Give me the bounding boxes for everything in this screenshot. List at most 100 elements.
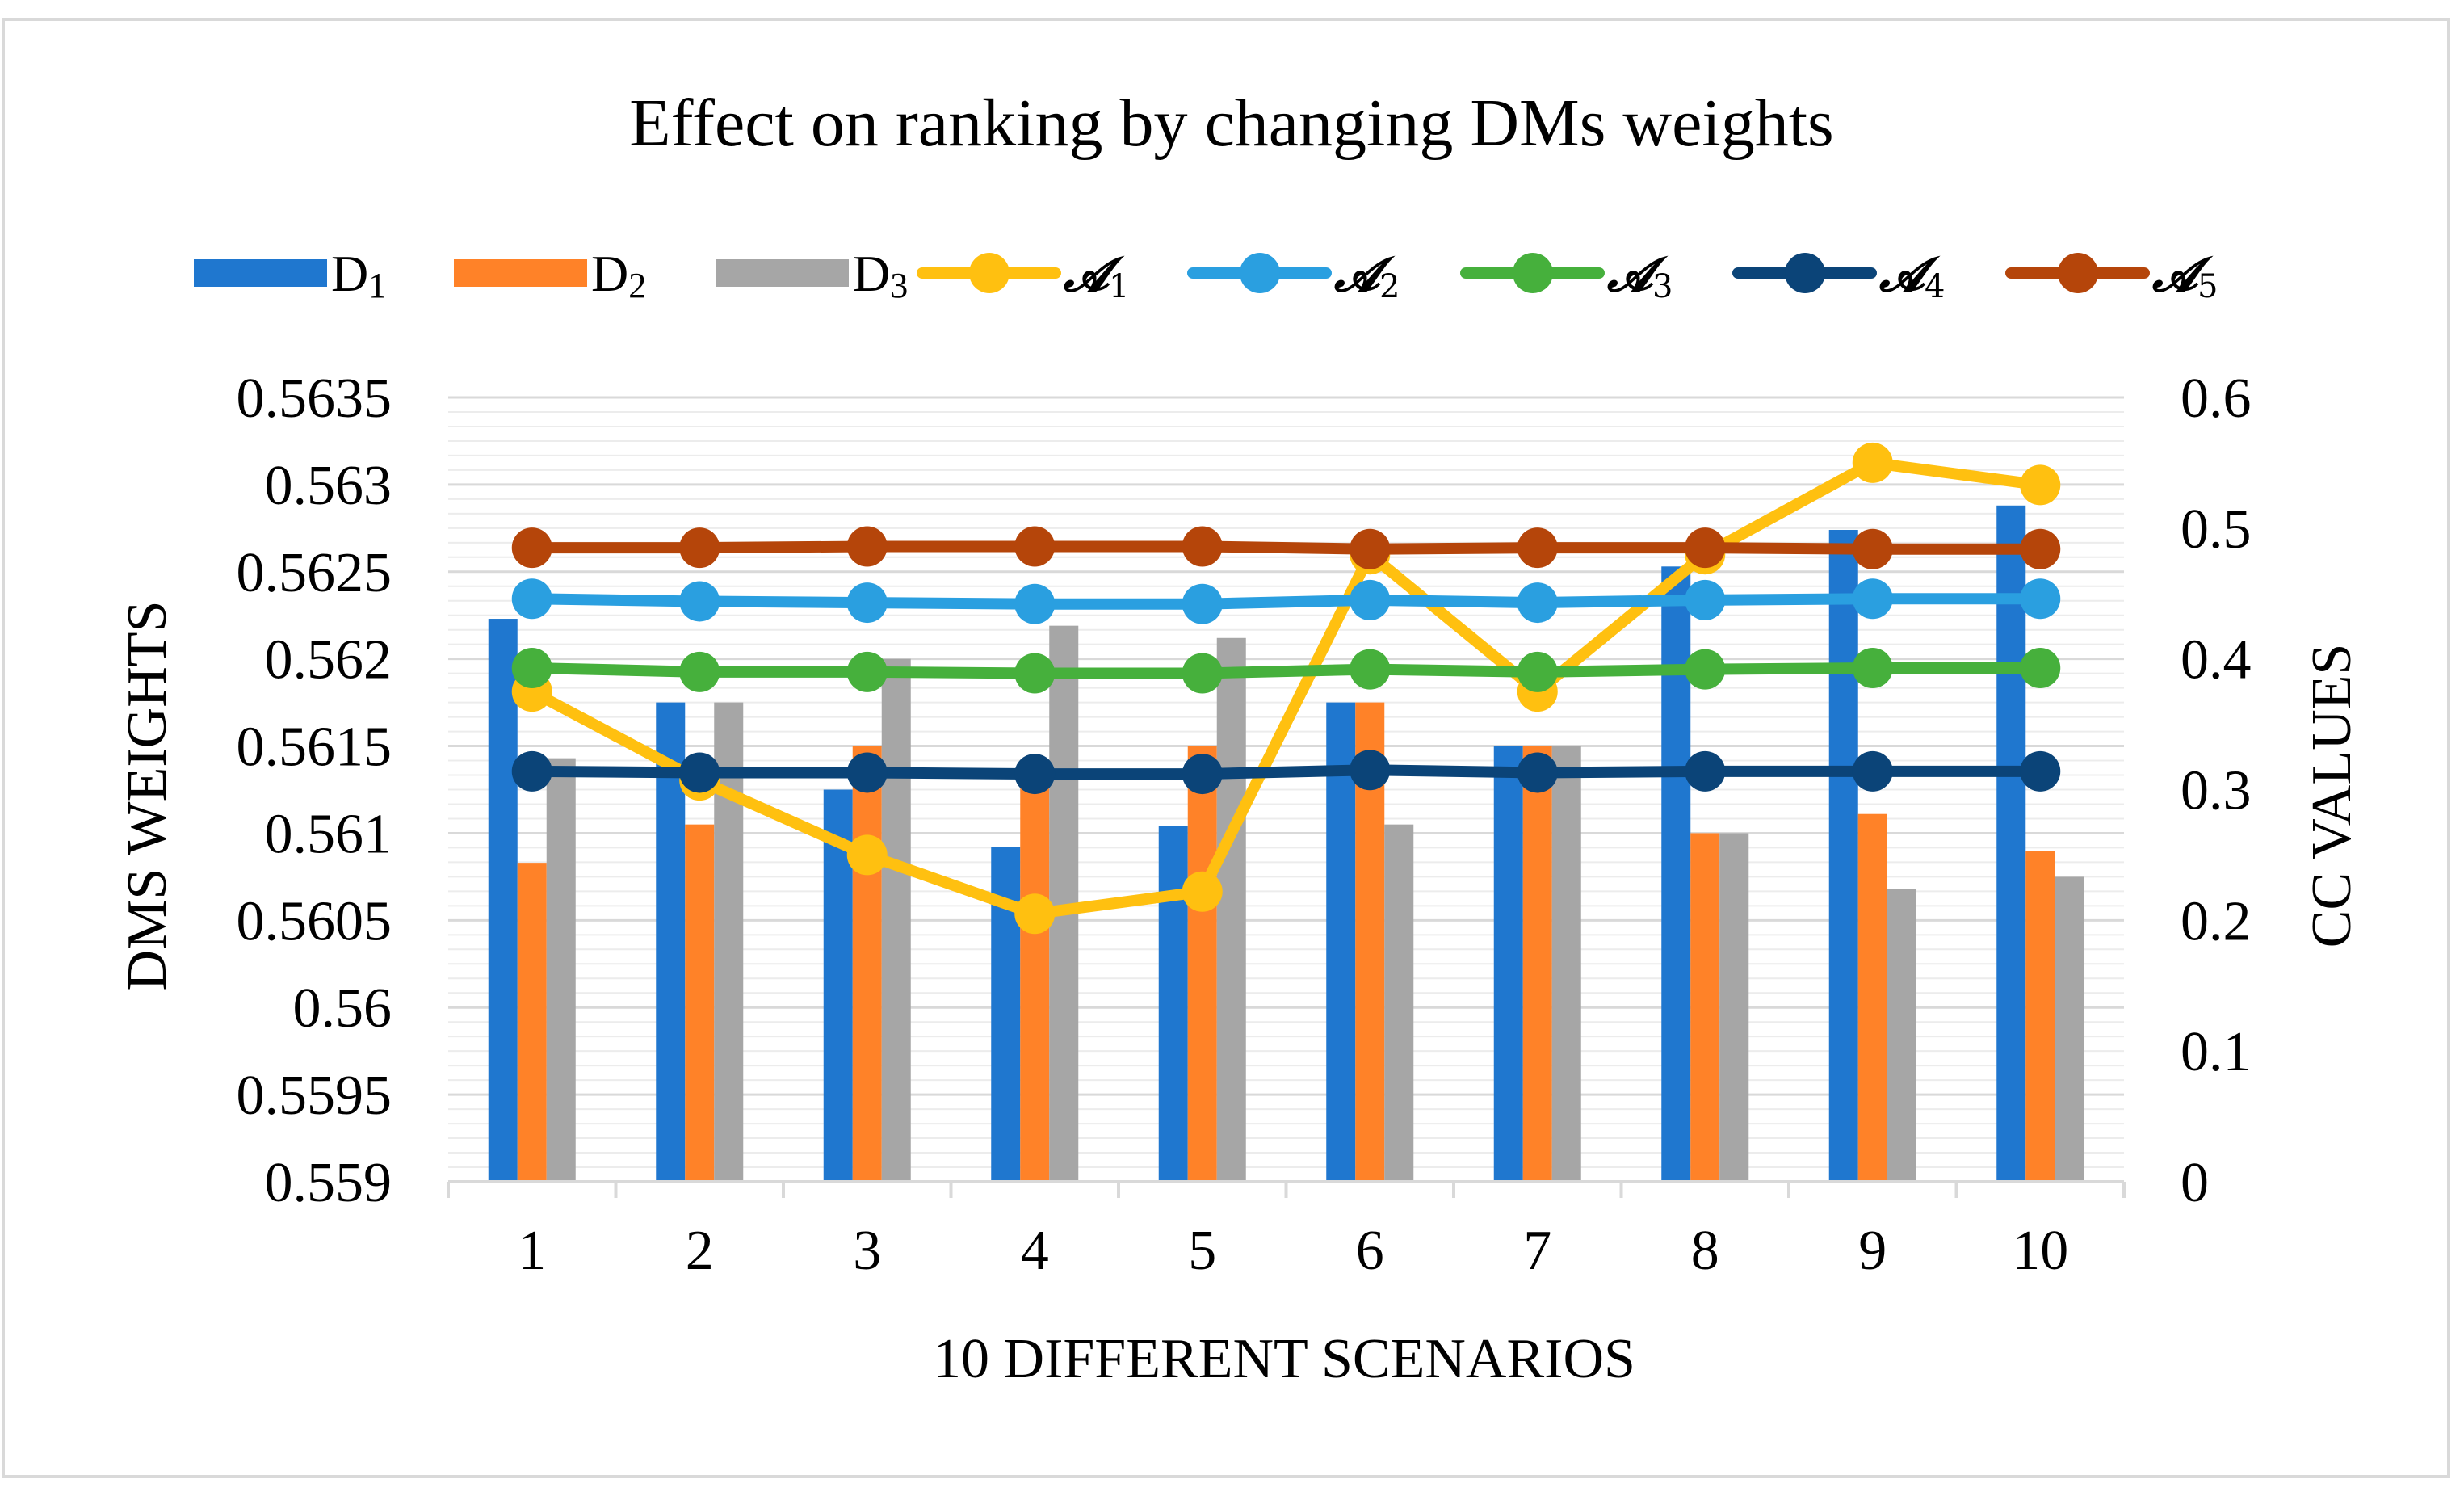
marker-a3-4 (1014, 653, 1056, 694)
bar-d3-5 (1216, 637, 1246, 1182)
marker-a3-9 (1852, 647, 1893, 688)
legend-marker-a5 (2058, 253, 2098, 293)
marker-a2-2 (679, 581, 720, 622)
marker-a5-4 (1014, 526, 1056, 567)
marker-a3-5 (1182, 653, 1223, 694)
bar-d2-3 (852, 746, 882, 1182)
bar-d3-7 (1551, 746, 1581, 1182)
marker-a4-3 (846, 752, 888, 793)
marker-a4-1 (511, 750, 552, 792)
bar-d2-4 (1020, 780, 1050, 1182)
y-right-tick-label: 0.6 (2181, 368, 2252, 430)
y-left-tick-label: 0.56 (293, 977, 392, 1040)
marker-a2-1 (511, 578, 552, 620)
x-tick-label: 2 (686, 1220, 714, 1282)
line-a2 (526, 593, 2046, 610)
marker-a5-7 (1517, 527, 1558, 569)
marker-a5-3 (846, 526, 888, 567)
marker-a4-2 (679, 752, 720, 793)
legend-label-d2: D2 (591, 245, 646, 305)
marker-a1-9 (1852, 442, 1893, 483)
line-a1 (526, 456, 2046, 920)
x-tick-label: 1 (518, 1220, 546, 1282)
bar-d3-10 (2055, 876, 2084, 1182)
y-left-tick-label: 0.5595 (237, 1065, 392, 1127)
chart-title: Effect on ranking by changing DMs weight… (629, 86, 1834, 161)
bar-d2-1 (517, 863, 547, 1182)
line-a3 (526, 662, 2046, 679)
marker-a5-9 (1852, 528, 1893, 569)
marker-a3-3 (846, 651, 888, 692)
bar-d3-8 (1719, 833, 1749, 1182)
y-right-tick-label: 0.5 (2181, 498, 2252, 561)
marker-a1-4 (1014, 893, 1056, 935)
marker-a2-10 (2020, 578, 2061, 620)
bar-d1-7 (1493, 746, 1523, 1182)
x-tick-label: 7 (1523, 1220, 1551, 1282)
legend-marker-a2 (1240, 253, 1280, 293)
y-left-tick-label: 0.5615 (237, 716, 392, 779)
bar-d1-10 (1996, 505, 2026, 1182)
marker-a4-10 (2020, 750, 2061, 792)
x-tick-label: 5 (1188, 1220, 1216, 1282)
marker-a3-7 (1517, 651, 1558, 692)
x-tick-label: 9 (1858, 1220, 1887, 1282)
marker-a3-10 (2020, 647, 2061, 688)
bar-d2-9 (1857, 813, 1887, 1182)
bar-d1-8 (1661, 566, 1691, 1182)
marker-a1-3 (846, 834, 888, 876)
bar-d3-6 (1384, 824, 1414, 1182)
y-left-tick-label: 0.563 (265, 455, 392, 517)
bar-d2-5 (1187, 746, 1217, 1182)
marker-a3-1 (511, 647, 552, 688)
y-left-tick-label: 0.5625 (237, 542, 392, 604)
marker-a4-6 (1350, 750, 1391, 791)
bar-d2-2 (685, 824, 715, 1182)
marker-a3-8 (1685, 649, 1726, 690)
marker-a5-5 (1182, 526, 1223, 567)
marker-a5-10 (2020, 528, 2061, 569)
line-series-group (511, 442, 2061, 935)
marker-a4-9 (1852, 750, 1893, 792)
y-axis-title-left: DMS WEIGHTS (116, 601, 178, 991)
marker-a5-6 (1350, 528, 1391, 569)
y-right-tick-label: 0.2 (2181, 890, 2252, 952)
x-tick-label: 6 (1356, 1220, 1384, 1282)
x-tick-label: 8 (1691, 1220, 1719, 1282)
bar-d2-7 (1522, 746, 1552, 1182)
y-left-tick-label: 0.561 (265, 803, 392, 865)
y-left-tick-label: 0.562 (265, 629, 392, 691)
marker-a4-4 (1014, 754, 1056, 795)
bar-d1-5 (1158, 826, 1188, 1182)
legend-marker-a4 (1785, 253, 1825, 293)
bar-d1-1 (488, 619, 518, 1182)
bar-d3-1 (546, 758, 576, 1182)
bar-d2-10 (2025, 851, 2055, 1182)
marker-a2-9 (1852, 578, 1893, 620)
chart-legend: D1 D2 D3 𝓐1 𝓐2 𝓐3 𝓐4 𝓐5 (194, 245, 2218, 305)
marker-a3-6 (1350, 649, 1391, 690)
marker-a2-5 (1182, 583, 1223, 624)
marker-a4-8 (1685, 750, 1726, 792)
axes-group: 1 2 3 4 5 6 7 8 9 10 0.559 0.5595 0.56 0.5605 0.561 0.5… (237, 368, 2252, 1282)
marker-a2-3 (846, 582, 888, 624)
legend-swatch-d3 (716, 259, 849, 287)
bar-d2-8 (1690, 833, 1720, 1182)
line-a4 (526, 764, 2046, 780)
legend-marker-a1 (969, 253, 1010, 293)
y-left-tick-label: 0.5605 (237, 890, 392, 952)
marker-a5-1 (511, 527, 552, 569)
bar-d1-6 (1326, 702, 1356, 1182)
line-a5 (526, 540, 2046, 555)
x-tick-label: 10 (2012, 1220, 2068, 1282)
marker-a4-5 (1182, 754, 1223, 795)
marker-a5-2 (679, 527, 720, 569)
y-right-tick-label: 0.3 (2181, 760, 2252, 822)
marker-a2-8 (1685, 579, 1726, 620)
marker-a1-5 (1182, 871, 1223, 912)
marker-a2-4 (1014, 583, 1056, 624)
marker-a5-8 (1685, 527, 1726, 569)
y-left-tick-label: 0.5635 (237, 368, 392, 430)
